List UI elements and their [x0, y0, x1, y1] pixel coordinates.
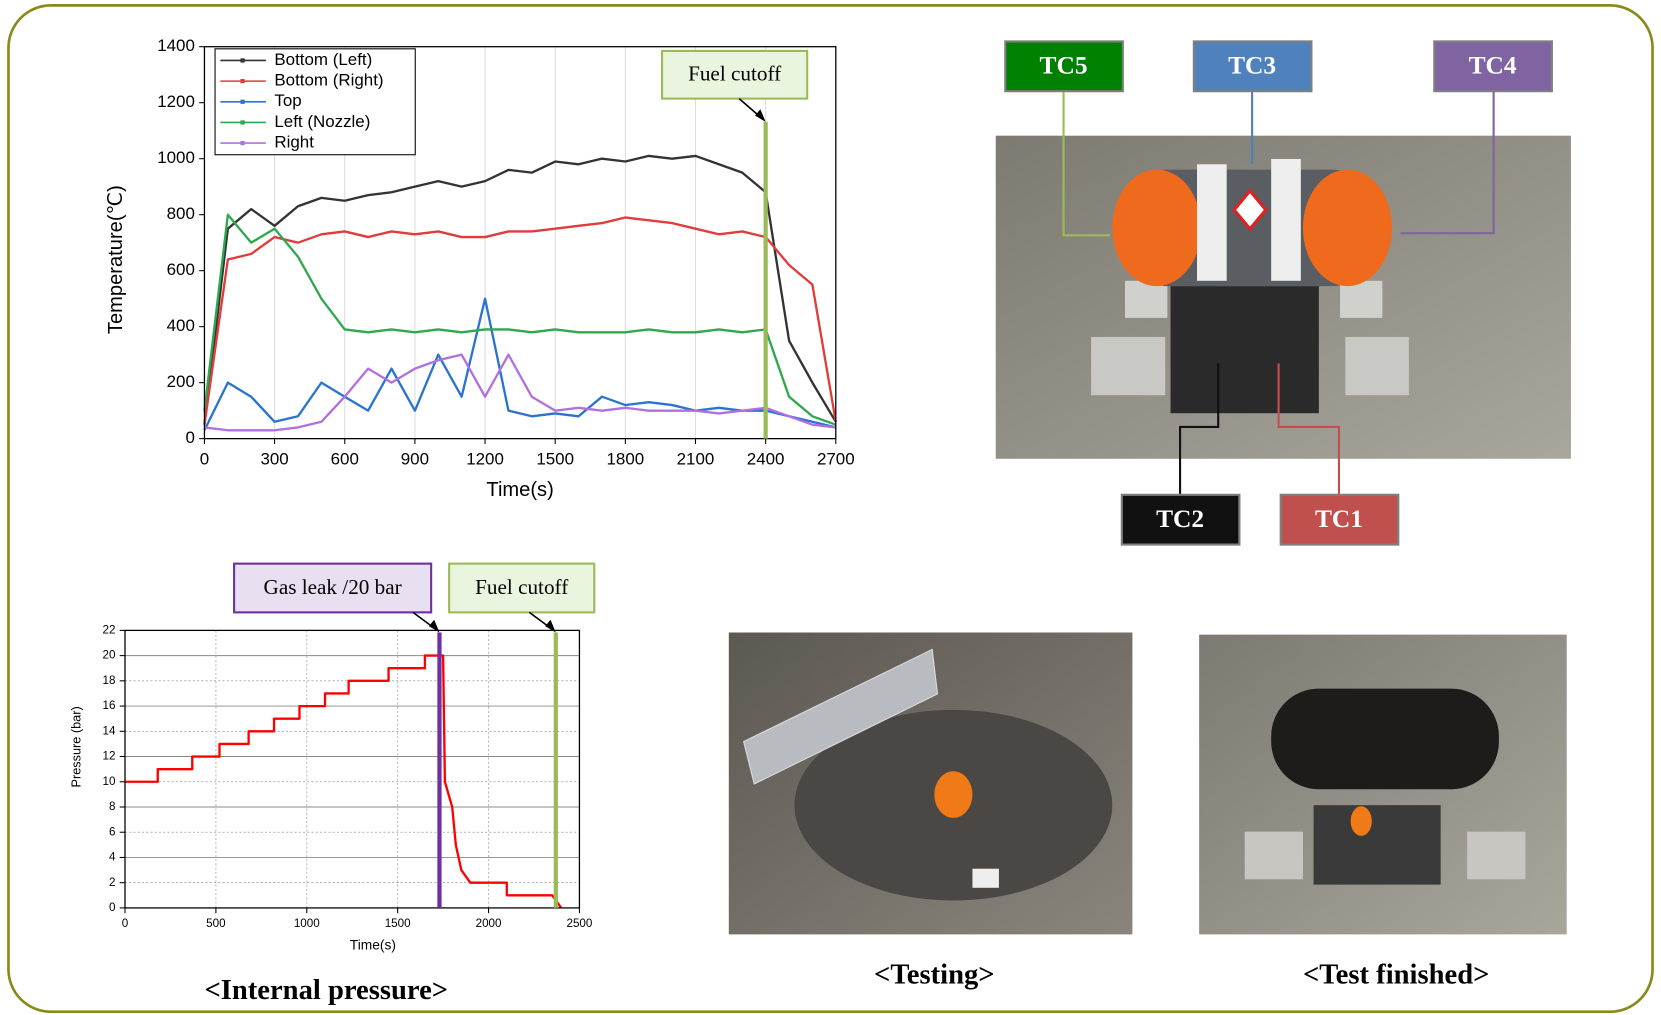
photo-caption: <Test finished>	[1303, 959, 1489, 990]
chart: 0 300 600 900 1200 1500 1800 2100 2400 2700 0 200 40…	[105, 36, 855, 501]
y-tick-label: 4	[109, 851, 116, 864]
x-tick-label: 2400	[747, 449, 785, 468]
x-tick-label: 0	[200, 449, 209, 468]
x-tick-label: 2000	[476, 917, 502, 930]
chart-caption: <Internal pressure>	[204, 975, 448, 1006]
y-tick-label: 2	[109, 876, 115, 889]
x-tick-label: 0	[122, 917, 129, 930]
x-tick-label: 1500	[536, 449, 574, 468]
legend-marker	[240, 141, 244, 145]
legend-label: Bottom (Right)	[274, 71, 383, 90]
y-tick-label: 10	[103, 775, 116, 788]
y-axis-label: Temperature(℃)	[105, 185, 127, 334]
y-tick-label: 20	[103, 649, 116, 662]
y-axis-label: Pressure (bar)	[69, 706, 84, 787]
legend-label: Right	[274, 133, 314, 152]
annotation-text: Gas leak /20 bar	[264, 575, 402, 599]
y-tick-label: 0	[109, 901, 116, 914]
y-tick-label: 16	[103, 699, 116, 712]
y-tick-label: 1000	[157, 148, 195, 167]
tc-label: TC5	[1040, 52, 1088, 80]
y-tick-label: 0	[185, 428, 194, 447]
tc-label: TC3	[1228, 52, 1276, 80]
slide: TC5 TC3 TC4 TC2 TC1 <Testing> <Test finished> 0…	[0, 0, 1661, 1015]
y-tick-label: 1200	[157, 92, 195, 111]
y-tick-label: 6	[109, 825, 115, 838]
legend-label: Bottom (Left)	[274, 50, 372, 69]
x-tick-label: 1200	[466, 449, 504, 468]
y-tick-label: 200	[167, 372, 195, 391]
testing-photo	[729, 632, 1133, 934]
x-axis-label: Time(s)	[486, 479, 553, 501]
y-tick-label: 400	[167, 316, 195, 335]
y-tick-label: 22	[103, 623, 116, 636]
y-tick-label: 14	[103, 724, 116, 737]
x-tick-label: 2500	[566, 917, 592, 930]
x-axis-label: Time(s)	[350, 938, 396, 953]
tc-label: TC4	[1469, 52, 1517, 80]
y-tick-label: 1400	[157, 36, 195, 55]
legend-marker	[240, 120, 244, 124]
legend-marker	[240, 100, 244, 104]
legend-label: Top	[274, 91, 301, 110]
tank-photo	[996, 136, 1571, 459]
legend-marker	[240, 79, 244, 83]
annotation-text: Fuel cutoff	[688, 62, 782, 86]
x-tick-label: 1800	[607, 449, 645, 468]
y-tick-label: 800	[167, 204, 195, 223]
x-tick-label: 1500	[385, 917, 411, 930]
x-tick-label: 600	[331, 449, 359, 468]
tc-label: TC1	[1315, 505, 1363, 533]
y-tick-label: 8	[109, 800, 115, 813]
x-tick-label: 2100	[677, 449, 715, 468]
legend-label: Left (Nozzle)	[274, 112, 370, 131]
x-tick-label: 500	[206, 917, 226, 930]
annotation-text: Fuel cutoff	[475, 575, 569, 599]
x-tick-label: 300	[260, 449, 288, 468]
y-tick-label: 12	[103, 750, 116, 763]
finished-photo	[1199, 635, 1567, 935]
x-tick-label: 1000	[294, 917, 320, 930]
y-tick-label: 600	[167, 260, 195, 279]
x-tick-label: 900	[401, 449, 429, 468]
x-tick-label: 2700	[817, 449, 855, 468]
legend-marker	[240, 58, 244, 62]
photo-caption: <Testing>	[874, 959, 995, 990]
tc-label: TC2	[1156, 505, 1204, 533]
y-tick-label: 18	[103, 674, 116, 687]
